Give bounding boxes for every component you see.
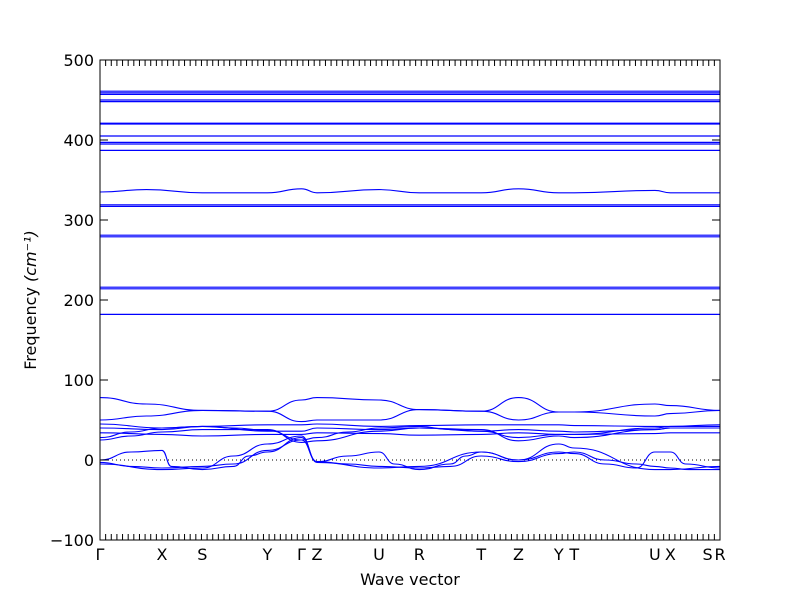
- x-tick-label: Y: [553, 545, 564, 564]
- x-tick-label: T: [475, 545, 486, 564]
- x-tick-label: Γ: [96, 545, 105, 564]
- y-ticks-group: −100 0 100 200 300 400 500: [50, 51, 720, 550]
- x-tick-label: Y: [262, 545, 273, 564]
- x-axis-label: Wave vector: [360, 570, 460, 589]
- band-9: [99, 439, 720, 471]
- plot-frame: [99, 59, 721, 541]
- y-tick-label: 0: [84, 451, 94, 470]
- x-tick-label: X: [157, 545, 168, 564]
- y-tick-label: 500: [63, 51, 94, 70]
- band-1: [99, 397, 721, 413]
- band-2: [99, 409, 721, 423]
- band-0: [99, 188, 720, 194]
- x-tick-label: Z: [513, 545, 524, 564]
- x-tick-label: U: [649, 545, 661, 564]
- y-tick-label: 300: [63, 211, 94, 230]
- y-axis-label: Frequency (cm⁻¹): [21, 230, 40, 369]
- y-tick-label: 100: [63, 371, 94, 390]
- x-tick-label: S: [703, 545, 713, 564]
- band-3: [99, 423, 721, 429]
- y-tick-label: −100: [50, 531, 94, 550]
- x-tick-label: R: [414, 545, 425, 564]
- x-tick-label: S: [197, 545, 207, 564]
- x-tick-label: R: [714, 545, 725, 564]
- x-tick-label: T: [568, 545, 579, 564]
- band-5: [99, 432, 720, 437]
- band-6: [99, 425, 720, 441]
- y-tick-label: 200: [63, 291, 94, 310]
- x-tick-label: X: [665, 545, 676, 564]
- band-10: [99, 435, 721, 471]
- x-tick-label: Γ: [297, 545, 306, 564]
- band-7: [99, 427, 720, 443]
- x-tick-label: Z: [312, 545, 323, 564]
- y-tick-label: 400: [63, 131, 94, 150]
- bands-group: [99, 90, 721, 471]
- x-tick-label: U: [373, 545, 385, 564]
- y-axis-unit: (cm⁻¹): [21, 230, 40, 282]
